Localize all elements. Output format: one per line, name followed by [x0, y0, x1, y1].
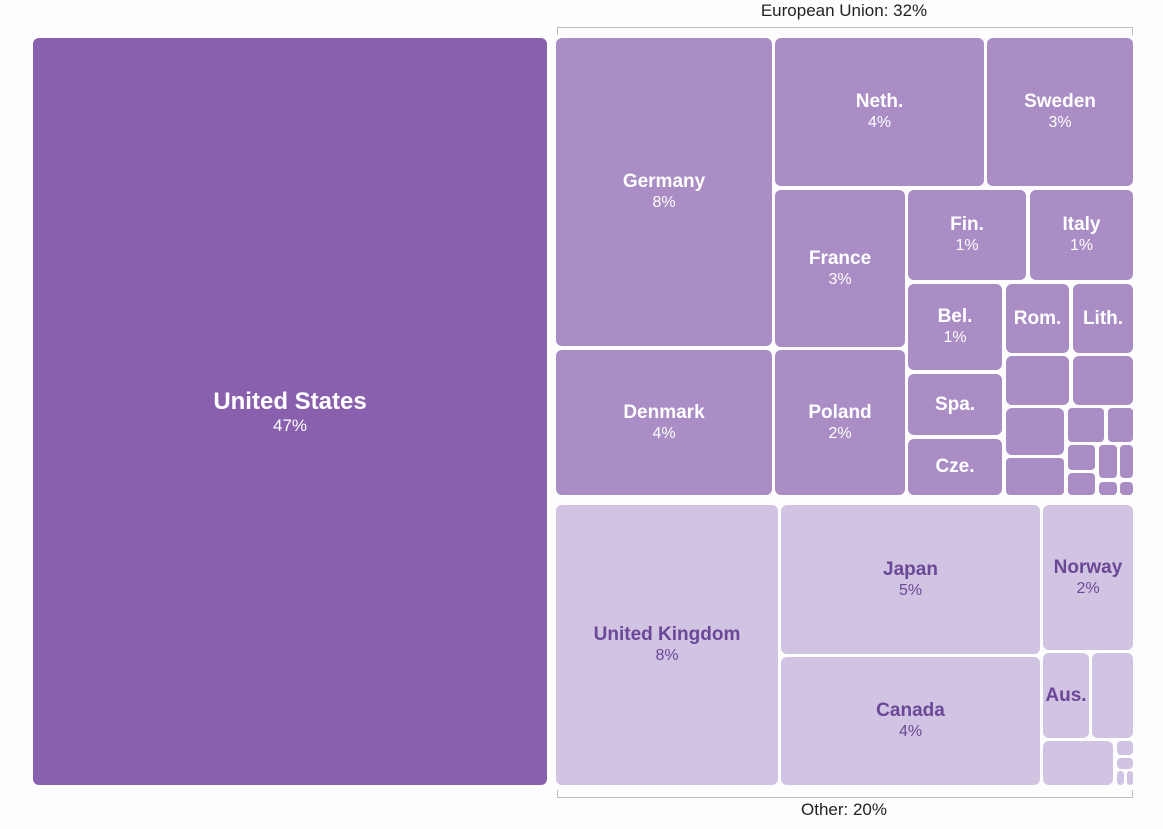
cell-value-label: 2%: [1076, 579, 1100, 597]
treemap-cell-united-states: United States 47%: [33, 38, 547, 785]
cell-name-label: Italy: [1062, 214, 1101, 235]
cell-value-label: 4%: [652, 424, 676, 442]
cell-name-label: France: [808, 247, 872, 269]
cell-name-label: Bel.: [937, 306, 973, 327]
treemap-cell-unlabeled-21: [1099, 445, 1117, 478]
cell-name-label: United States: [213, 387, 367, 415]
cell-value-label: 1%: [943, 329, 967, 346]
treemap-cell-spa: Spa.: [908, 374, 1002, 435]
treemap-cell-rom: Rom.: [1006, 284, 1069, 353]
treemap-cell-norway: Norway 2%: [1043, 505, 1133, 650]
cell-name-label: Norway: [1053, 556, 1123, 578]
cell-name-label: Aus.: [1045, 684, 1087, 706]
treemap-cell-unlabeled-24: [1099, 482, 1117, 495]
treemap-cell-unlabeled-25: [1120, 482, 1133, 495]
cell-value-label: 1%: [955, 237, 979, 254]
cell-value-label: 3%: [1048, 114, 1072, 131]
cell-name-label: Canada: [876, 700, 945, 721]
other-group-label: Other: 20%: [801, 800, 887, 819]
treemap-cell-sweden: Sweden 3%: [987, 38, 1133, 186]
treemap-cell-unlabeled-19: [1006, 458, 1064, 495]
eu-group-bracket: [557, 27, 1133, 35]
treemap-cell-fin: Fin. 1%: [908, 190, 1026, 280]
treemap-cell-unlabeled-15: [1073, 356, 1133, 405]
cell-name-label: Neth.: [855, 91, 904, 112]
treemap-cell-cze: Cze.: [908, 439, 1002, 495]
treemap-cell-aus: Aus.: [1043, 653, 1089, 738]
treemap-cell-france: France 3%: [775, 190, 905, 347]
cell-value-label: 1%: [1069, 237, 1094, 254]
treemap-cell-lith: Lith.: [1073, 284, 1133, 353]
cell-name-label: United Kingdom: [593, 624, 741, 645]
cell-name-label: Fin.: [950, 214, 984, 235]
cell-value-label: 4%: [898, 723, 923, 740]
cell-name-label: Cze.: [935, 456, 975, 477]
treemap-cell-poland: Poland 2%: [775, 350, 905, 495]
cell-name-label: Germany: [622, 171, 706, 192]
treemap-cell-unlabeled-16: [1006, 408, 1064, 455]
cell-name-label: Poland: [808, 401, 872, 423]
treemap-cell-germany: Germany 8%: [556, 38, 772, 346]
cell-value-label: 4%: [867, 114, 892, 131]
treemap-cell-unlabeled-32: [1092, 653, 1133, 738]
treemap-cell-unlabeled-36: [1117, 771, 1124, 785]
treemap-cell-denmark: Denmark 4%: [556, 350, 772, 495]
cell-name-label: Japan: [883, 558, 938, 580]
eu-group-label: European Union: 32%: [760, 1, 928, 20]
cell-name-label: Denmark: [623, 401, 705, 423]
treemap-cell-unlabeled-17: [1068, 408, 1104, 442]
treemap-cell-unlabeled-18: [1108, 408, 1133, 442]
treemap-cell-italy: Italy 1%: [1030, 190, 1133, 280]
treemap-cell-united-kingdom: United Kingdom 8%: [556, 505, 778, 785]
cell-value-label: 5%: [898, 581, 923, 599]
treemap-cell-unlabeled-22: [1120, 445, 1133, 478]
cell-value-label: 8%: [652, 194, 676, 211]
treemap-cell-neth: Neth. 4%: [775, 38, 984, 186]
cell-name-label: Lith.: [1082, 307, 1124, 329]
treemap-cell-unlabeled-20: [1068, 445, 1095, 470]
cell-value-label: 47%: [272, 415, 308, 435]
treemap-cell-unlabeled-33: [1043, 741, 1113, 785]
cell-value-label: 8%: [655, 647, 679, 664]
treemap-cell-unlabeled-14: [1006, 356, 1069, 405]
other-group-bracket: [557, 790, 1133, 798]
treemap-cell-bel: Bel. 1%: [908, 284, 1002, 370]
cell-value-label: 3%: [828, 270, 852, 288]
treemap-cell-canada: Canada 4%: [781, 657, 1040, 785]
treemap-cell-unlabeled-34: [1117, 741, 1133, 755]
treemap-cell-unlabeled-23: [1068, 473, 1095, 495]
cell-name-label: Spa.: [934, 393, 976, 415]
cell-name-label: Rom.: [1013, 307, 1062, 329]
treemap-cell-japan: Japan 5%: [781, 505, 1040, 654]
treemap-cell-unlabeled-35: [1117, 758, 1133, 769]
cell-name-label: Sweden: [1024, 91, 1096, 112]
cell-value-label: 2%: [828, 424, 852, 442]
treemap-cell-unlabeled-37: [1127, 771, 1133, 785]
